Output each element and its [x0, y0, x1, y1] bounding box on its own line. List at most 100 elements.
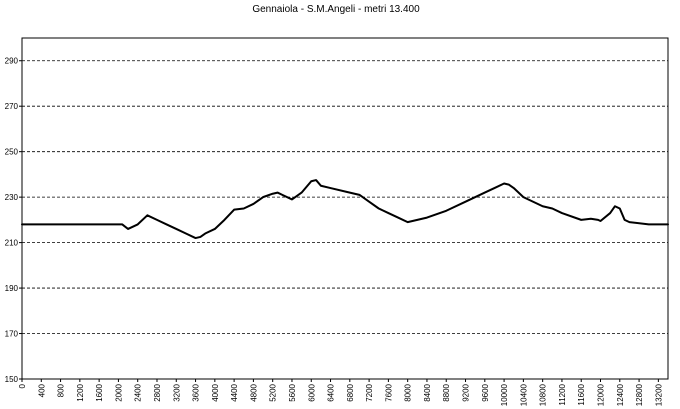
data-point [272, 193, 274, 195]
x-tick-label: 2000 [114, 383, 123, 401]
x-tick-label: 12000 [597, 383, 606, 406]
data-point [378, 208, 380, 210]
data-point [648, 223, 650, 225]
data-point [551, 208, 553, 210]
x-tick-label: 10000 [500, 383, 509, 406]
data-point [522, 196, 524, 198]
data-point [493, 187, 495, 189]
data-point [508, 184, 510, 186]
x-tick-label: 7600 [384, 383, 393, 401]
data-point [445, 210, 447, 212]
x-tick-label: 1200 [76, 383, 85, 401]
data-point [21, 223, 23, 225]
data-point [301, 192, 303, 194]
data-point [137, 223, 139, 225]
x-tick-label: 7200 [365, 383, 374, 401]
x-tick-label: 6400 [327, 383, 336, 401]
data-point [291, 198, 293, 200]
y-tick-label: 170 [5, 330, 19, 339]
data-point [465, 201, 467, 203]
data-point [195, 237, 197, 239]
x-tick-label: 8400 [423, 383, 432, 401]
data-point [281, 194, 283, 196]
data-point [315, 179, 317, 181]
y-tick-label: 290 [5, 57, 19, 66]
data-point [121, 223, 123, 225]
data-point [667, 223, 669, 225]
data-point [349, 192, 351, 194]
x-tick-label: 12400 [616, 383, 625, 406]
x-tick-label: 2400 [134, 383, 143, 401]
x-tick-label: 5200 [269, 383, 278, 401]
y-tick-label: 250 [5, 148, 19, 157]
data-point [199, 236, 201, 238]
data-point [214, 228, 216, 230]
data-point [597, 219, 599, 221]
data-point [252, 203, 254, 205]
y-tick-label: 210 [5, 239, 19, 248]
data-point [614, 205, 616, 207]
data-point [561, 212, 563, 214]
y-tick-label: 230 [5, 193, 19, 202]
data-point [590, 218, 592, 220]
data-point [542, 205, 544, 207]
x-tick-label: 3600 [192, 383, 201, 401]
grid-lines [22, 60, 668, 334]
data-point [243, 208, 245, 210]
x-tick-label: 9600 [481, 383, 490, 401]
data-point [513, 187, 515, 189]
x-tick-label: 0 [18, 383, 27, 388]
data-point [117, 223, 119, 225]
x-tick-label: 2800 [153, 383, 162, 401]
x-tick-label: 800 [57, 383, 66, 397]
data-point [175, 228, 177, 230]
data-point [330, 187, 332, 189]
data-point [127, 228, 129, 230]
data-point [416, 219, 418, 221]
data-point [387, 212, 389, 214]
data-point [223, 219, 225, 221]
x-tick-label: 6000 [307, 383, 316, 401]
chart-title: Gennaiola - S.M.Angeli - metri 13.400 [252, 4, 420, 15]
x-tick-label: 12800 [635, 383, 644, 406]
x-tick-label: 13200 [654, 383, 663, 406]
x-tick-label: 10800 [539, 383, 548, 406]
data-point [45, 223, 47, 225]
x-tick-label: 6800 [346, 383, 355, 401]
data-point [146, 214, 148, 216]
data-point [580, 219, 582, 221]
data-point [166, 223, 168, 225]
x-tick-label: 4000 [211, 383, 220, 401]
data-point [233, 209, 235, 211]
data-point [320, 185, 322, 187]
data-point [609, 212, 611, 214]
y-tick-label: 190 [5, 284, 19, 293]
y-tick-label: 150 [5, 375, 19, 384]
data-point [185, 233, 187, 235]
axes: 150 170 190 210 230 250 270 290 0 400 800 1200 1600 2… [5, 57, 664, 407]
data-point [397, 217, 399, 219]
data-point [484, 192, 486, 194]
data-point [262, 196, 264, 198]
x-tick-label: 3200 [172, 383, 181, 401]
x-tick-label: 11600 [577, 383, 586, 405]
data-point [619, 208, 621, 210]
data-point [503, 182, 505, 184]
x-tick-label: 4400 [230, 383, 239, 401]
x-tick-label: 9200 [462, 383, 471, 401]
y-tick-label: 270 [5, 102, 19, 111]
x-tick-label: 5600 [288, 383, 297, 401]
data-point [310, 180, 312, 182]
data-point [277, 192, 279, 194]
x-tick-label: 11200 [558, 383, 567, 405]
data-point [69, 223, 71, 225]
x-tick-label: 10400 [519, 383, 528, 406]
data-point [628, 221, 630, 223]
data-point [407, 221, 409, 223]
x-tick-label: 400 [37, 383, 46, 397]
data-point [156, 219, 158, 221]
data-point [358, 194, 360, 196]
data-point [93, 223, 95, 225]
data-point [624, 219, 626, 221]
